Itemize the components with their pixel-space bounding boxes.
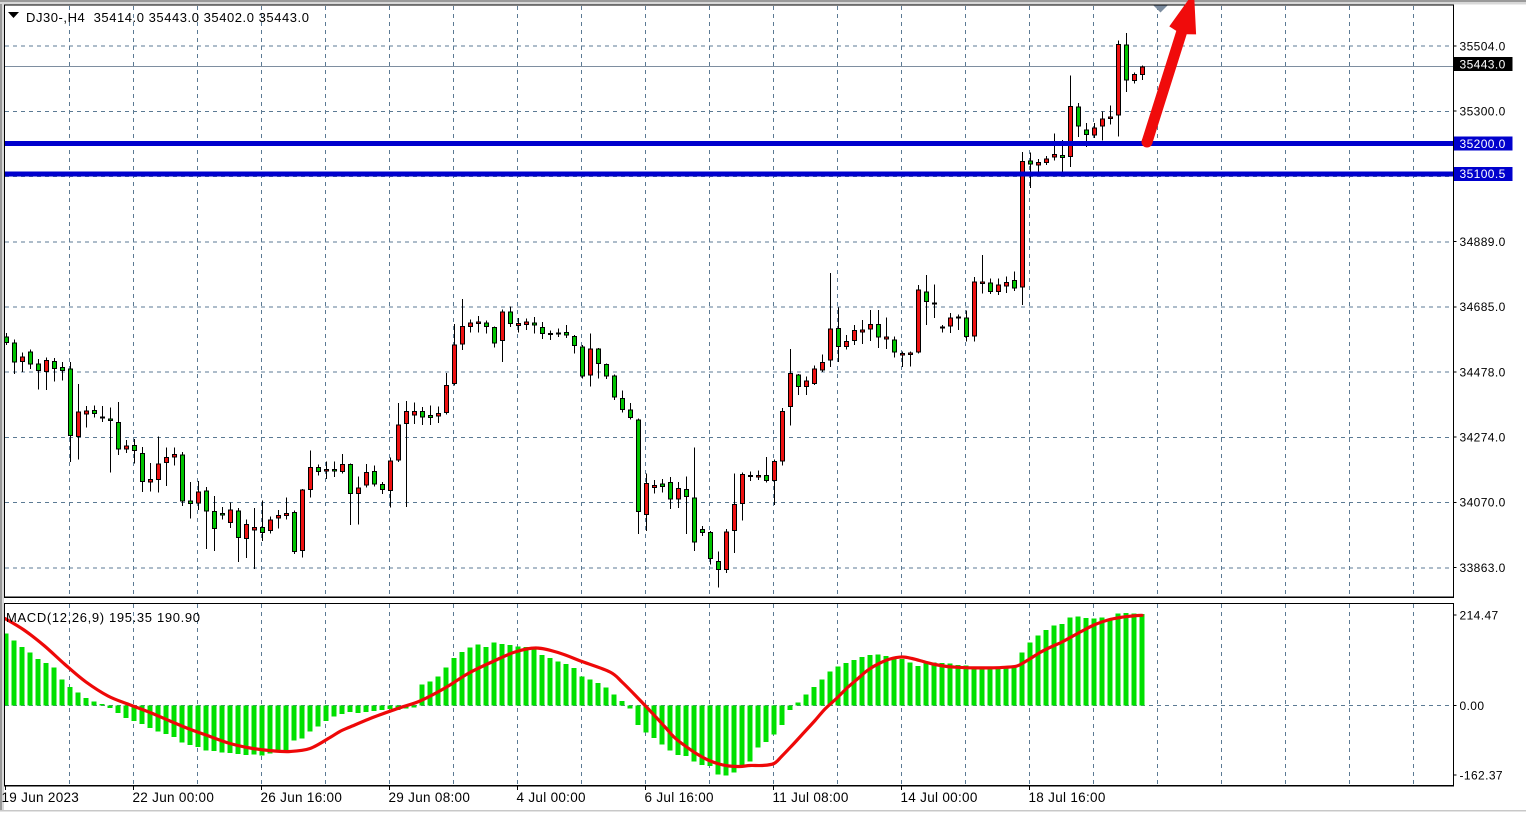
svg-text:11 Jul 08:00: 11 Jul 08:00 [773,790,849,805]
svg-text:34070.0: 34070.0 [1460,496,1506,510]
svg-text:14 Jul 00:00: 14 Jul 00:00 [901,790,978,805]
svg-text:18 Jul 16:00: 18 Jul 16:00 [1029,790,1106,805]
svg-text:19 Jun 2023: 19 Jun 2023 [2,790,80,805]
svg-text:35504.0: 35504.0 [1460,39,1506,53]
svg-text:34274.0: 34274.0 [1460,431,1506,445]
svg-text:0.00: 0.00 [1460,699,1485,713]
svg-text:26 Jun 16:00: 26 Jun 16:00 [261,790,343,805]
svg-text:35443.0: 35443.0 [1460,57,1506,71]
svg-text:35200.0: 35200.0 [1460,137,1506,151]
svg-text:29 Jun 08:00: 29 Jun 08:00 [389,790,471,805]
svg-text:34685.0: 34685.0 [1460,300,1506,314]
svg-text:-162.37: -162.37 [1460,768,1504,782]
svg-text:34889.0: 34889.0 [1460,235,1506,249]
svg-text:22 Jun 00:00: 22 Jun 00:00 [133,790,215,805]
svg-text:35100.5: 35100.5 [1460,167,1506,181]
svg-text:MACD(12,26,9) 195.35 190.90: MACD(12,26,9) 195.35 190.90 [6,610,201,625]
svg-text:214.47: 214.47 [1460,608,1499,622]
svg-text:34478.0: 34478.0 [1460,365,1506,379]
svg-text:35300.0: 35300.0 [1460,105,1506,119]
svg-text:4 Jul 00:00: 4 Jul 00:00 [517,790,586,805]
svg-text:33863.0: 33863.0 [1460,561,1506,575]
svg-text:DJ30-,H4 35414.0 35443.0 3540: DJ30-,H4 35414.0 35443.0 35402.0 35443.0 [26,10,309,25]
svg-text:6 Jul 16:00: 6 Jul 16:00 [645,790,714,805]
